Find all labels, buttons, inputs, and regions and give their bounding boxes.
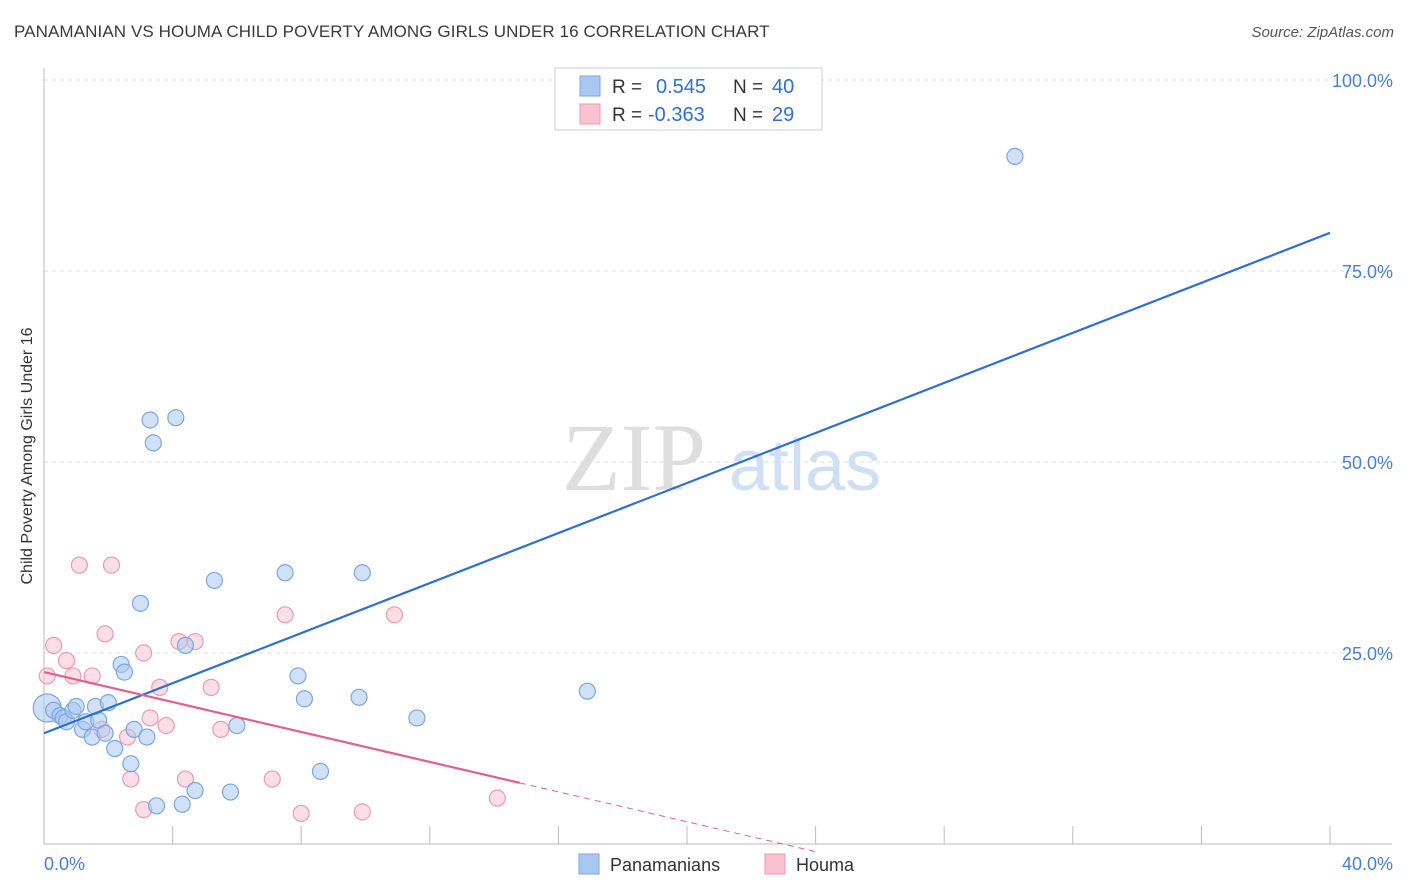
y-tick-label: 75.0% <box>1342 262 1393 282</box>
legend-swatch-blue <box>579 75 601 97</box>
houma-point <box>385 606 404 624</box>
houma-point <box>70 556 88 574</box>
houma-point <box>488 789 506 807</box>
chart-title: PANAMANIAN VS HOUMA CHILD POVERTY AMONG … <box>14 22 770 41</box>
panamanian-point <box>131 594 150 612</box>
houma-point <box>96 625 114 643</box>
legend-n-label-pink: N = <box>733 105 763 126</box>
houma-point <box>212 720 230 739</box>
watermark-zip: ZIP <box>562 404 706 511</box>
legend-n-value-blue: 40 <box>772 76 794 98</box>
panamanian-point <box>67 697 85 716</box>
watermark: ZIP atlas <box>562 404 881 511</box>
series-legend: Panamanians Houma <box>578 853 855 875</box>
houma-point <box>276 606 294 624</box>
panamanian-point <box>141 411 159 429</box>
x-tick-label: 0.0% <box>44 854 85 874</box>
axes <box>43 68 1392 845</box>
panamanian-points <box>32 147 1024 815</box>
houma-trend-extension <box>519 782 816 853</box>
panamanian-point <box>138 728 156 746</box>
panamanian-point <box>295 690 314 708</box>
houma-point <box>353 803 371 821</box>
legend-n-value-pink: 29 <box>772 104 794 126</box>
gridlines <box>44 79 1392 654</box>
houma-point <box>135 644 153 662</box>
panamanian-point <box>578 682 596 700</box>
legend-label-panamanians: Panamanians <box>610 855 720 875</box>
houma-point <box>38 667 56 685</box>
panamanian-point <box>125 720 143 739</box>
legend-n-label-blue: N = <box>733 77 763 98</box>
panamanian-point <box>205 571 223 590</box>
legend-r-label-pink: R = <box>612 105 642 126</box>
y-tick-label: 25.0% <box>1342 644 1393 664</box>
panamanian-point <box>353 564 371 582</box>
trend-lines <box>43 231 1331 853</box>
houma-point <box>176 770 195 788</box>
panamanian-point <box>96 724 114 742</box>
tick-labels: 25.0% 50.0% 75.0% 100.0% 0.0% 40.0% <box>44 71 1393 874</box>
panamanian-point <box>186 781 204 800</box>
legend-r-value-pink: -0.363 <box>648 104 705 126</box>
panamanian-point <box>144 434 162 452</box>
houma-point <box>141 709 159 727</box>
panamanian-point <box>176 636 195 654</box>
houma-point <box>102 556 121 574</box>
panamanian-point <box>228 716 246 735</box>
panamanian-point <box>147 797 166 815</box>
y-tick-label: 100.0% <box>1332 71 1393 91</box>
houma-trend-line <box>43 671 521 784</box>
correlation-legend: R = 0.545 N = 40 R = -0.363 N = 29 <box>554 67 823 131</box>
houma-points <box>38 556 506 823</box>
panamanian-point <box>311 762 330 781</box>
houma-point <box>64 667 82 685</box>
panamanian-point <box>221 783 240 801</box>
houma-point <box>157 716 175 735</box>
legend-r-value-blue: 0.545 <box>656 76 706 98</box>
houma-point <box>45 636 63 654</box>
houma-point <box>202 678 220 696</box>
legend-swatch-houma <box>764 853 786 875</box>
legend-label-houma: Houma <box>796 855 855 875</box>
panamanian-point <box>115 663 133 681</box>
panamanian-point <box>173 795 191 813</box>
source-label: Source: ZipAtlas.com <box>1251 24 1394 41</box>
houma-point <box>292 804 310 823</box>
panamanian-point <box>1006 147 1024 165</box>
panamanian-point <box>106 739 124 758</box>
panamanian-trend-line <box>43 231 1331 735</box>
watermark-atlas: atlas <box>729 426 881 506</box>
panamanian-point <box>122 755 140 773</box>
panamanian-point <box>289 667 307 685</box>
legend-r-label-blue: R = <box>612 77 642 98</box>
houma-point <box>122 770 140 788</box>
legend-swatch-pink <box>579 103 601 125</box>
houma-point <box>57 652 76 670</box>
y-tick-label: 50.0% <box>1342 453 1393 473</box>
panamanian-point <box>408 709 426 727</box>
panamanian-point <box>276 564 294 582</box>
x-tick-label: 40.0% <box>1342 854 1393 874</box>
houma-point <box>263 770 281 788</box>
legend-swatch-panamanians <box>578 853 600 875</box>
panamanian-point <box>350 688 368 706</box>
panamanian-point <box>167 409 185 427</box>
